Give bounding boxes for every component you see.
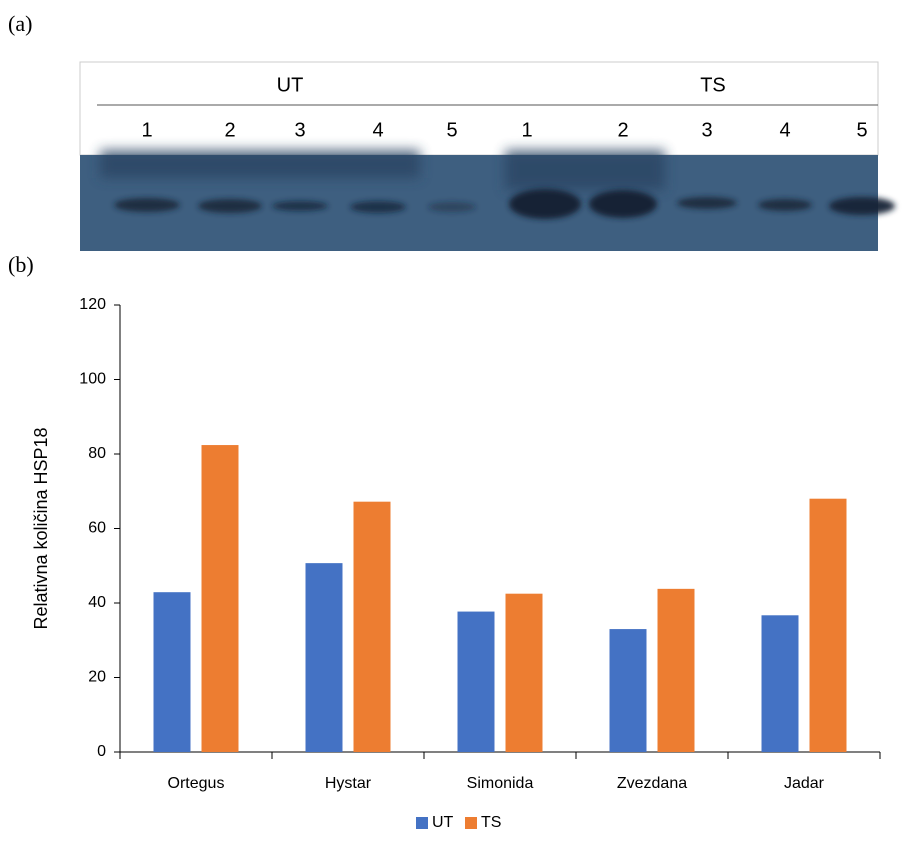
blot-image [79,61,895,251]
y-tick-label: 100 [79,371,106,388]
y-axis-label: Relativna količina HSP18 [31,427,51,629]
lane-label: 5 [856,119,867,141]
x-tick-label: Simonida [467,775,534,792]
legend-label: TS [481,814,501,831]
y-tick-label: 80 [88,445,106,462]
bar [153,592,191,752]
bar [305,563,343,752]
y-tick-label: 120 [79,296,106,313]
legend-label: UT [432,814,454,831]
y-tick-label: 60 [88,520,106,537]
blot-group-label: UT [277,74,304,96]
bar [609,629,647,752]
bar [809,498,847,752]
panel-label: (b) [8,252,34,277]
legend-swatch [465,817,477,829]
y-tick-label: 40 [88,594,106,611]
bar [657,588,695,752]
lane-label: 2 [224,119,235,141]
bar [353,501,391,752]
y-tick-label: 20 [88,669,106,686]
x-tick-label: Ortegus [168,775,225,792]
blot-group-label: TS [700,74,726,96]
lane-label: 3 [294,119,305,141]
lane-label: 1 [521,119,532,141]
panel-label: (a) [8,11,32,36]
bar [505,593,543,752]
lane-label: 5 [446,119,457,141]
bar [761,615,799,752]
lane-label: 1 [141,119,152,141]
x-tick-label: Zvezdana [617,775,687,792]
x-tick-label: Hystar [325,775,372,792]
lane-label: 4 [779,119,790,141]
lane-label: 2 [617,119,628,141]
legend-swatch [416,817,428,829]
y-tick-label: 0 [97,743,106,760]
bar [201,445,239,752]
lane-label: 3 [701,119,712,141]
bar [457,611,495,752]
lane-label: 4 [372,119,383,141]
x-tick-label: Jadar [784,775,825,792]
